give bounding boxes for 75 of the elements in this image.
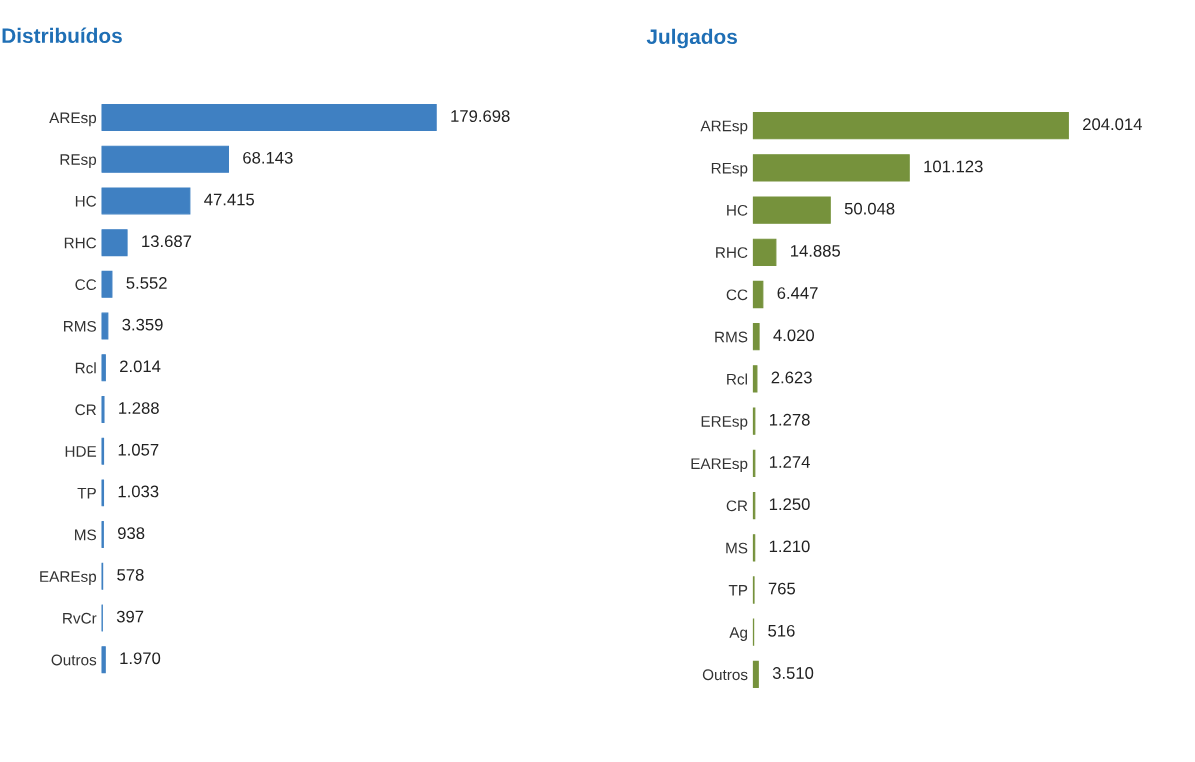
data-label: 938: [117, 527, 145, 540]
y-tick-label: Rcl: [727, 373, 747, 385]
y-tick-label: HC: [75, 195, 97, 207]
y-tick-label: Ag: [729, 627, 747, 641]
data-label: 68.143: [243, 151, 293, 164]
bar: [101, 646, 106, 674]
data-label: 2.014: [120, 360, 161, 373]
y-tick-label: CC: [75, 279, 97, 291]
data-label: 1.278: [769, 413, 810, 426]
bar: [101, 270, 113, 298]
data-label: 1.033: [118, 485, 159, 498]
bar: [101, 187, 191, 215]
data-label: 47.415: [204, 193, 255, 206]
y-tick-label: TP: [77, 487, 96, 499]
bar: [752, 112, 1069, 140]
y-tick-label: CR: [75, 404, 96, 416]
data-label: 204.014: [1083, 118, 1142, 131]
data-label: 3.359: [122, 318, 163, 331]
data-label: 13.687: [142, 235, 192, 248]
bar: [101, 145, 230, 173]
y-tick-label: MS: [726, 542, 748, 554]
bar: [101, 104, 437, 132]
data-label: 3.510: [772, 667, 814, 679]
bar: [752, 196, 831, 224]
data-label: 179.698: [451, 110, 510, 122]
y-tick-label: CR: [726, 500, 748, 512]
bar: [752, 238, 777, 266]
y-tick-label: HDE: [65, 446, 97, 457]
y-tick-label: RHC: [64, 237, 97, 249]
bar: [752, 323, 760, 351]
data-label: 101.123: [924, 160, 983, 173]
y-tick-label: TP: [728, 585, 748, 596]
data-label: 1.274: [769, 456, 810, 468]
y-tick-label: RvCr: [63, 612, 97, 624]
bar: [101, 312, 109, 340]
data-label: 1.057: [118, 443, 159, 456]
data-label: 516: [768, 624, 795, 637]
bar: [752, 365, 758, 393]
data-label: 50.048: [844, 202, 895, 215]
data-label: 4.020: [773, 329, 815, 342]
chart-title: Julgados: [646, 28, 737, 49]
y-tick-label: RMS: [715, 331, 748, 343]
bar: [752, 280, 764, 309]
data-label: 1.970: [120, 652, 161, 665]
data-label: 6.447: [777, 287, 818, 299]
y-tick-label: AREsp: [49, 112, 97, 127]
bar: [101, 354, 106, 382]
y-tick-label: Rcl: [75, 362, 96, 374]
y-tick-label: HC: [727, 204, 748, 216]
y-tick-label: RMS: [64, 320, 97, 332]
bar: [752, 660, 759, 689]
data-label: 578: [117, 568, 144, 581]
chart-title: Distribuídos: [2, 27, 122, 44]
y-tick-label: Outros: [702, 669, 748, 681]
data-label: 397: [116, 610, 144, 623]
y-tick-label: EAREsp: [40, 571, 97, 585]
data-label: 1.288: [119, 402, 159, 414]
data-label: 1.210: [769, 540, 810, 553]
data-label: 1.250: [769, 498, 810, 511]
y-tick-label: EREsp: [701, 416, 748, 430]
bar: [752, 154, 910, 182]
y-tick-label: AREsp: [700, 120, 748, 135]
data-label: 765: [768, 582, 796, 595]
bar: [101, 395, 105, 423]
y-tick-label: Outros: [51, 654, 97, 666]
y-tick-label: EAREsp: [691, 458, 748, 473]
data-label: 2.623: [771, 371, 812, 384]
y-tick-label: CC: [726, 289, 748, 301]
y-tick-label: MS: [75, 529, 97, 541]
y-tick-label: RHC: [716, 247, 748, 258]
y-tick-label: REsp: [711, 162, 748, 177]
data-label: 14.885: [791, 244, 841, 257]
data-label: 5.552: [126, 277, 167, 289]
y-tick-label: REsp: [60, 154, 97, 168]
bar: [101, 229, 128, 257]
